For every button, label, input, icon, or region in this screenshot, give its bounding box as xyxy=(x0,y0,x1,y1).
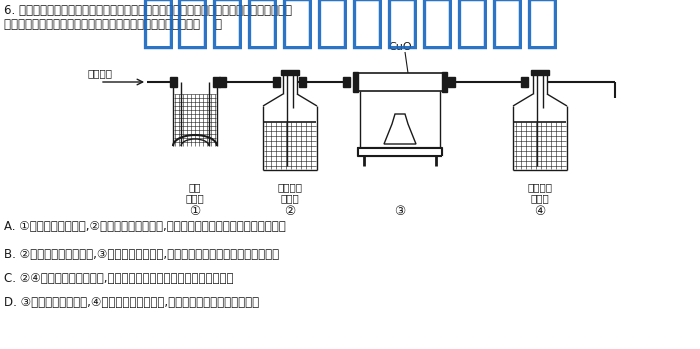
Text: A. ①中无水硫酸铜变蓝,②中澄清石灰水变浑浊,则混合气体中一定有水蒸气和二氧化碳: A. ①中无水硫酸铜变蓝,②中澄清石灰水变浑浊,则混合气体中一定有水蒸气和二氧化… xyxy=(4,220,286,233)
Bar xyxy=(521,77,528,87)
Text: ①: ① xyxy=(190,205,201,218)
Bar xyxy=(343,77,350,87)
Text: 足量澄清: 足量澄清 xyxy=(277,182,302,192)
Bar xyxy=(273,77,280,87)
Bar xyxy=(299,77,306,87)
Text: ②: ② xyxy=(284,205,295,218)
Bar xyxy=(170,77,177,87)
Text: 石灰水: 石灰水 xyxy=(531,193,550,203)
Bar xyxy=(355,73,445,91)
Text: 行了如图实验（无水硫酸铜遇水变蓝），以下说法不正确的是（    ）: 行了如图实验（无水硫酸铜遇水变蓝），以下说法不正确的是（ ） xyxy=(4,18,222,31)
Bar xyxy=(442,72,447,92)
Text: ④: ④ xyxy=(534,205,545,218)
Bar xyxy=(281,70,299,75)
Bar xyxy=(219,77,226,87)
Bar xyxy=(213,77,220,87)
Text: CuO: CuO xyxy=(389,42,412,52)
Text: 微信公众号关注：趣找答案: 微信公众号关注：趣找答案 xyxy=(140,0,560,51)
Text: 无水: 无水 xyxy=(189,182,202,192)
Text: 硫酸铜: 硫酸铜 xyxy=(186,193,204,203)
Bar xyxy=(358,148,442,156)
Text: 足量澄清: 足量澄清 xyxy=(528,182,552,192)
Text: C. ②④中澄清石灰水变浑浊,则混合气体中一定有二氧化碳和一氧化碳: C. ②④中澄清石灰水变浑浊,则混合气体中一定有二氧化碳和一氧化碳 xyxy=(4,272,234,285)
Text: ③: ③ xyxy=(394,205,405,218)
Text: 6. 某混合气体中可能含有氢气、一氧化碳、二氧化碳、水蒸气中的几种，为确定其成分，进: 6. 某混合气体中可能含有氢气、一氧化碳、二氧化碳、水蒸气中的几种，为确定其成分… xyxy=(4,4,292,17)
Bar xyxy=(531,70,549,75)
Text: B. ②中澄清石灰水变浑浊,③中有红色物质出现,则混合气体中一定有二氧化碳和氢气: B. ②中澄清石灰水变浑浊,③中有红色物质出现,则混合气体中一定有二氧化碳和氢气 xyxy=(4,248,279,261)
Text: D. ③中有红色物质出现,④中澄清石灰水变浑浊,则混合气体中一定有一氧化碳: D. ③中有红色物质出现,④中澄清石灰水变浑浊,则混合气体中一定有一氧化碳 xyxy=(4,296,259,309)
Bar xyxy=(448,77,455,87)
Text: 石灰水: 石灰水 xyxy=(281,193,300,203)
Bar xyxy=(353,72,358,92)
Bar xyxy=(358,148,442,156)
Text: 混合气体: 混合气体 xyxy=(88,68,113,78)
